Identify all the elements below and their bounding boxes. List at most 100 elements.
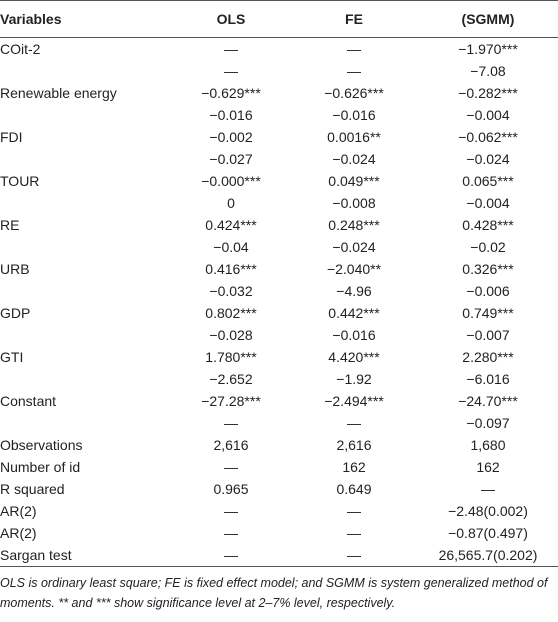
table-note: OLS is ordinary least square; FE is fixe…	[0, 576, 548, 610]
variable-cell: Sargan test	[0, 544, 172, 567]
variable-cell: Observations	[0, 437, 83, 453]
value-cell: 0	[227, 195, 235, 211]
value-cell: 4.420***	[328, 349, 380, 365]
table-row: −0.04 −0.024 −0.02	[0, 236, 558, 258]
value-cell: −2.494***	[324, 393, 384, 409]
value-cell: —	[347, 525, 361, 541]
variable-cell	[0, 412, 172, 434]
variable-cell	[0, 192, 172, 214]
value-cell: 1,680	[470, 437, 506, 453]
value-cell: −2.652	[209, 371, 253, 387]
table-row: −0.032 −4.96 −0.006	[0, 280, 558, 302]
table-row: TOUR −0.000*** 0.049*** 0.065***	[0, 170, 558, 192]
value-cell: —	[172, 544, 290, 567]
value-cell: —	[224, 459, 238, 475]
value-cell: —	[224, 41, 238, 57]
table-row: GDP 0.802*** 0.442*** 0.749***	[0, 302, 558, 324]
value-cell: −0.004	[466, 195, 510, 211]
value-cell: 0.442***	[328, 305, 380, 321]
variable-cell	[0, 236, 172, 258]
value-cell: 162	[342, 459, 366, 475]
value-cell: −0.008	[332, 195, 376, 211]
variable-cell: RE	[0, 217, 20, 233]
value-cell: 0.326***	[462, 261, 514, 277]
header-row: Variables OLS FE (SGMM)	[0, 0, 558, 38]
variable-cell: AR(2)	[0, 503, 37, 519]
value-cell: −0.002	[209, 129, 253, 145]
value-cell: −0.027	[209, 151, 253, 167]
variable-cell: GDP	[0, 305, 31, 321]
table-row: Number of id — 162 162	[0, 456, 558, 478]
value-cell: 0.049***	[328, 173, 380, 189]
table-row: Renewable energy −0.629*** −0.626*** −0.282…	[0, 82, 558, 104]
value-cell: 2,616	[213, 437, 249, 453]
variable-cell: Constant	[0, 393, 57, 409]
value-cell: —	[224, 415, 238, 431]
value-cell: −27.28***	[201, 393, 261, 409]
table-row: Observations 2,616 2,616 1,680	[0, 434, 558, 456]
value-cell: 1.780***	[205, 349, 257, 365]
value-cell: 162	[476, 459, 500, 475]
table-row: −0.028 −0.016 −0.007	[0, 324, 558, 346]
variable-cell: FDI	[0, 129, 23, 145]
table-row: — — −0.097	[0, 412, 558, 434]
value-cell: −0.016	[332, 107, 376, 123]
variable-cell: AR(2)	[0, 525, 37, 541]
value-cell: 0.248***	[328, 217, 380, 233]
variable-cell: COit-2	[0, 41, 41, 57]
value-cell: —	[290, 544, 418, 567]
value-cell: 0.649	[336, 481, 372, 497]
value-cell: −0.032	[209, 283, 253, 299]
value-cell: −1.970***	[458, 41, 518, 57]
table-row: URB 0.416*** −2.040** 0.326***	[0, 258, 558, 280]
value-cell: −0.02	[470, 239, 506, 255]
value-cell: 0.416***	[205, 261, 257, 277]
value-cell: −0.024	[332, 239, 376, 255]
variable-cell	[0, 324, 172, 346]
table-row: AR(2) — — −0.87(0.497)	[0, 522, 558, 544]
value-cell: −0.87(0.497)	[448, 525, 528, 541]
value-cell: 0.749***	[462, 305, 514, 321]
value-cell: 0.065***	[462, 173, 514, 189]
value-cell: −0.016	[332, 327, 376, 343]
value-cell: 0.802***	[205, 305, 257, 321]
table-row: — — −7.08	[0, 60, 558, 82]
table-row: R squared 0.965 0.649 —	[0, 478, 558, 500]
value-cell: —	[224, 503, 238, 519]
table-row: −0.016 −0.016 −0.004	[0, 104, 558, 126]
table-body: COit-2— — −1.970*** — — −7.08 Renewable energy…	[0, 38, 558, 567]
variable-cell: Renewable energy	[0, 85, 117, 101]
value-cell: 0.0016**	[327, 129, 381, 145]
value-cell: 2.280***	[462, 349, 514, 365]
value-cell: 0.428***	[462, 217, 514, 233]
table-row: 0 −0.008 −0.004	[0, 192, 558, 214]
value-cell: −0.04	[213, 239, 249, 255]
value-cell: −0.016	[209, 107, 253, 123]
value-cell: −2.48(0.002)	[448, 503, 528, 519]
table-row: Constant −27.28*** −2.494*** −24.70***	[0, 390, 558, 412]
variable-cell	[0, 60, 172, 82]
table-row: COit-2 — — −1.970***	[0, 38, 558, 61]
header-cell: Variables	[0, 0, 172, 38]
value-cell: —	[224, 525, 238, 541]
value-cell: 26,565.7(0.202)	[418, 544, 558, 567]
value-cell: −0.007	[466, 327, 510, 343]
value-cell: 0.965	[213, 481, 249, 497]
value-cell: −1.92	[336, 371, 372, 387]
value-cell: −24.70***	[458, 393, 518, 409]
value-cell: —	[347, 63, 361, 79]
value-cell: −4.96	[336, 283, 372, 299]
value-cell: −0.062***	[458, 129, 518, 145]
value-cell: —	[347, 503, 361, 519]
value-cell: 0.424***	[205, 217, 257, 233]
header-cell: FE	[290, 0, 418, 38]
results-table: Variables OLS FE (SGMM) COit-2— — −1.970*** — —…	[0, 0, 558, 567]
value-cell: −0.097	[466, 415, 510, 431]
table-row: RE 0.424*** 0.248*** 0.428***	[0, 214, 558, 236]
table-row: −2.652 −1.92 −6.016	[0, 368, 558, 390]
value-cell: —	[347, 415, 361, 431]
value-cell: −0.024	[466, 151, 510, 167]
table-row: −0.027 −0.024 −0.024	[0, 148, 558, 170]
value-cell: —	[347, 41, 361, 57]
